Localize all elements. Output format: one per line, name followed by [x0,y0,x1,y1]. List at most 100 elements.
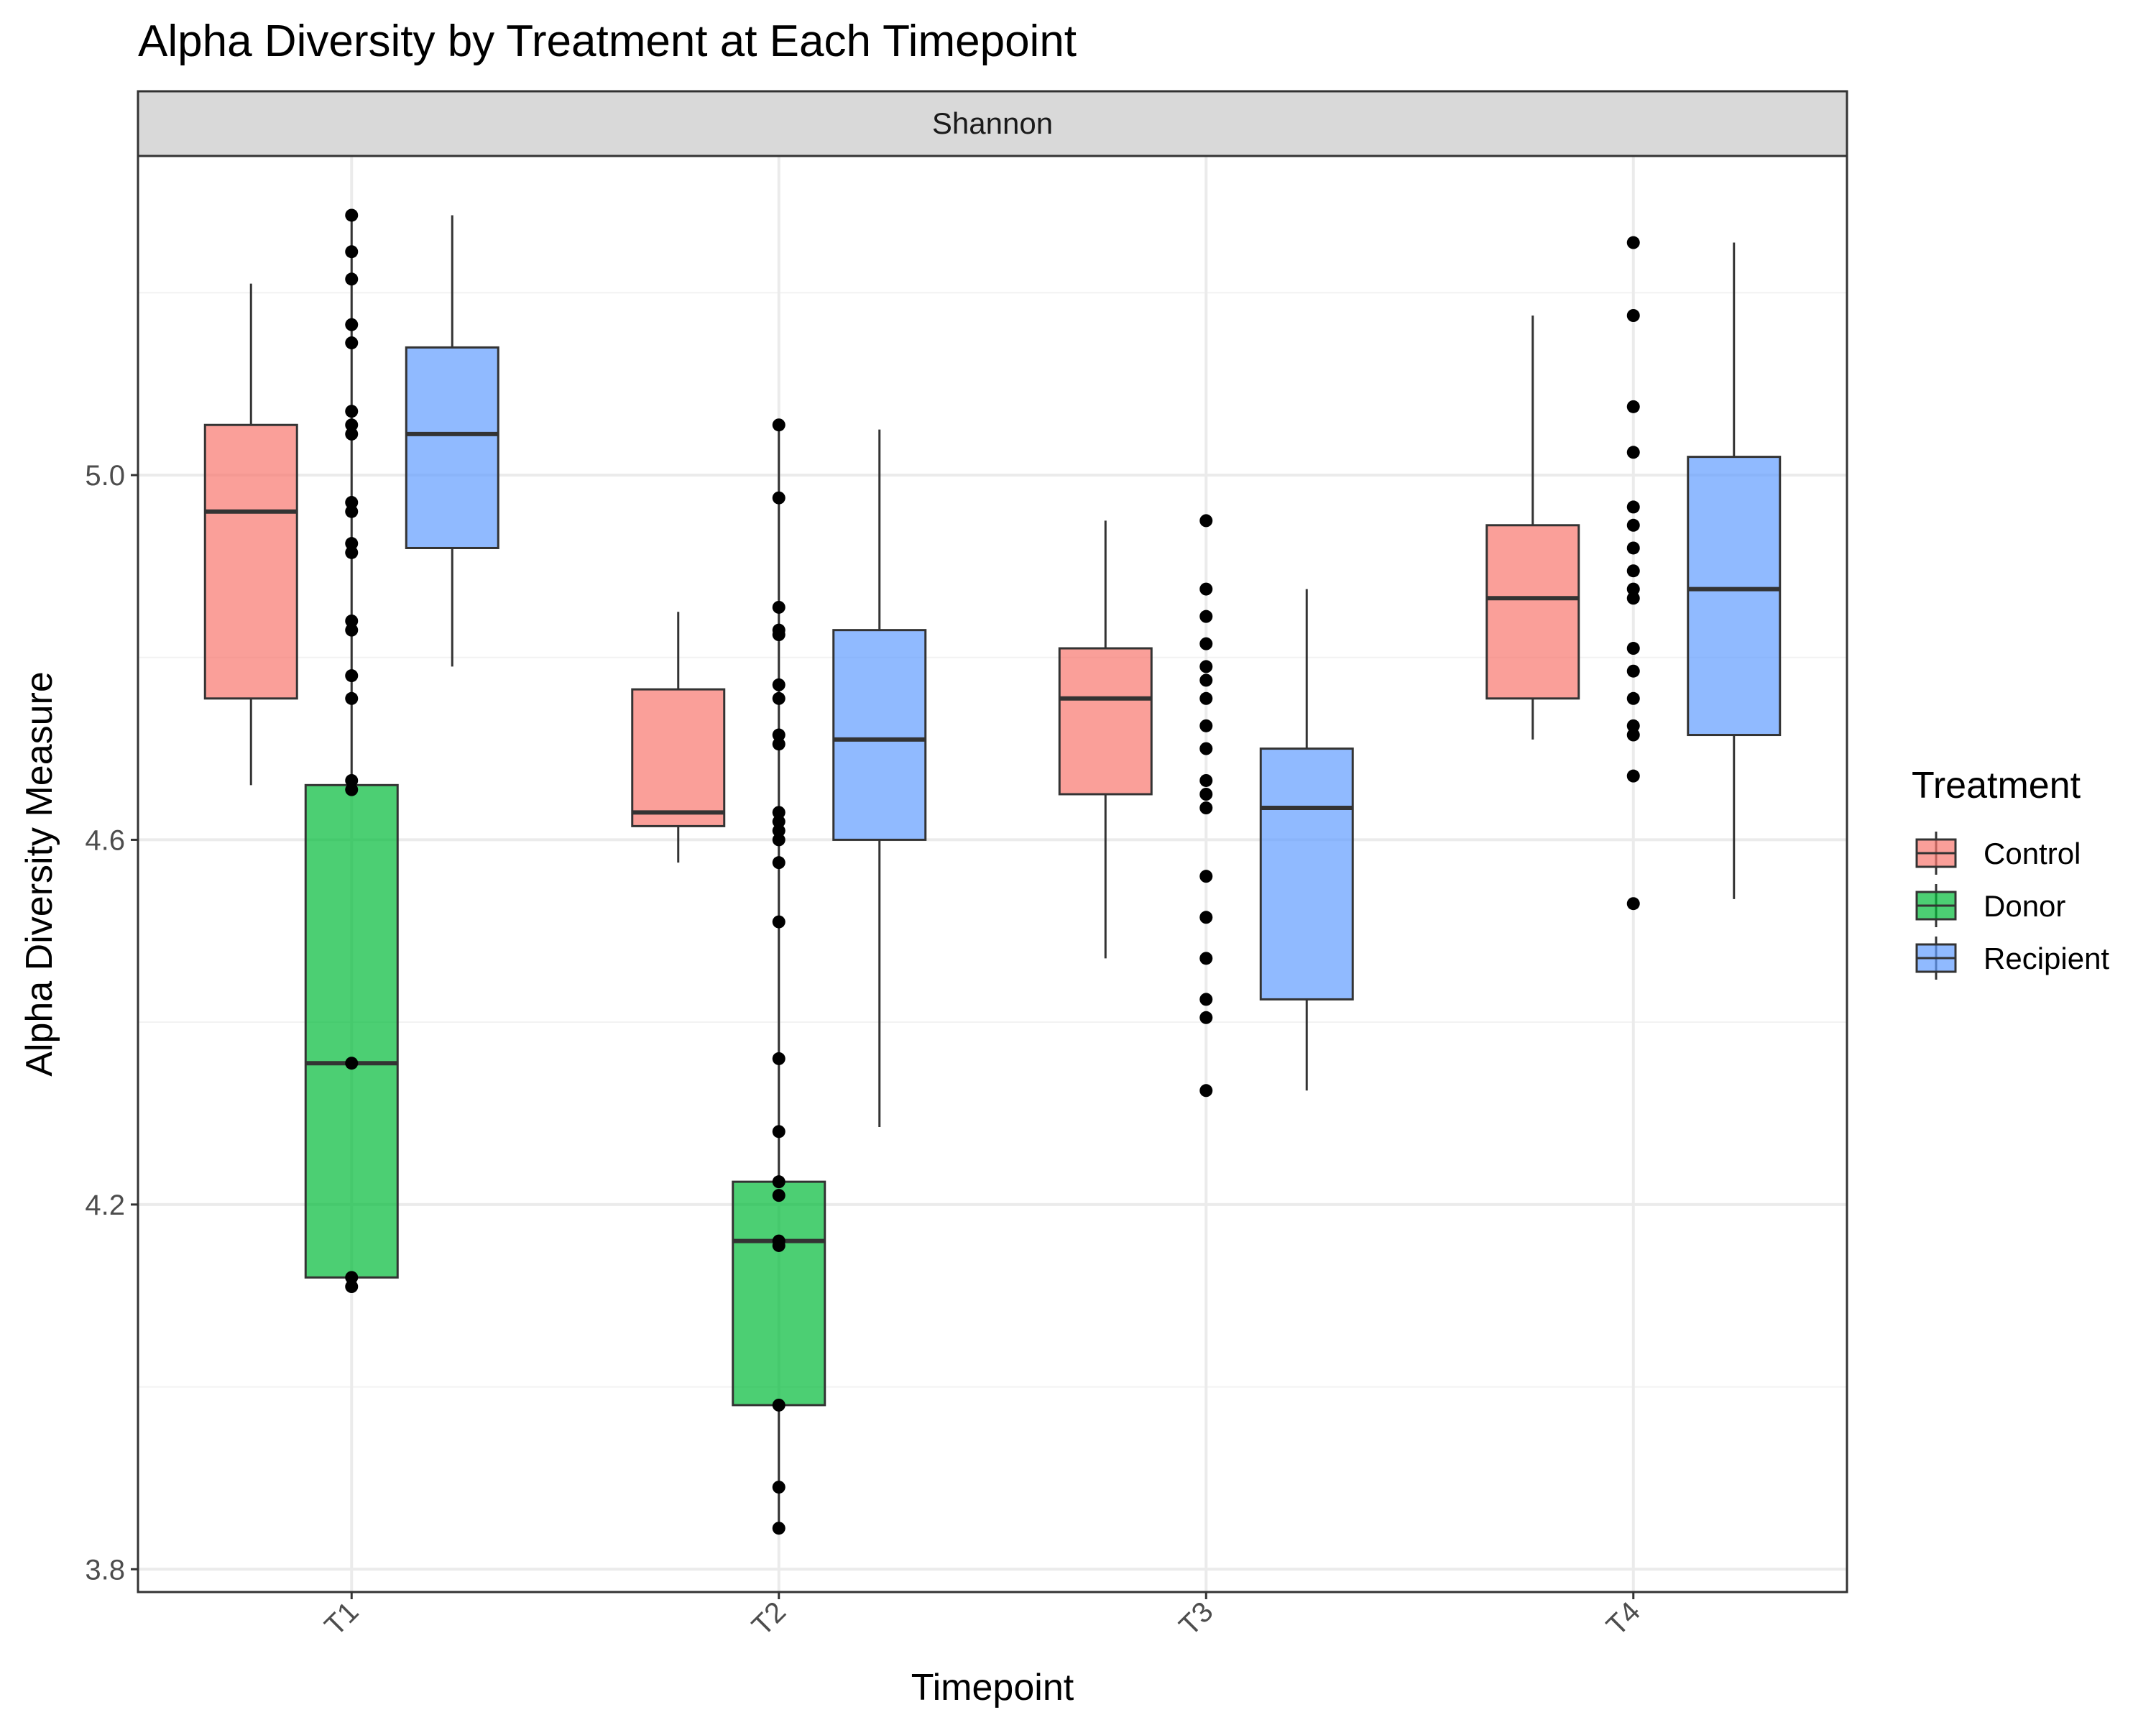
data-point [1626,691,1640,705]
box-iqr [405,346,499,549]
legend-label: Control [1984,837,2081,870]
box-donor-t2 [732,425,826,1529]
data-point [1199,610,1213,623]
y-axis-title: Alpha Diversity Measure [19,671,60,1077]
y-tick-label: 4.2 [85,1190,125,1221]
data-point [772,806,786,819]
data-point [1199,582,1213,596]
x-axis: T1 T2 T3 T4 [318,1592,1646,1642]
data-point [1626,897,1640,911]
box-iqr [1687,456,1782,737]
data-point [345,623,359,637]
facet-strip-label: Shannon [932,106,1053,140]
data-point [1626,769,1640,783]
legend: Treatment Control Donor Recipient [1912,765,2109,980]
box-iqr [1485,524,1580,700]
data-point [1199,788,1213,801]
data-point [772,1125,786,1138]
y-tick-label: 3.8 [85,1554,125,1586]
data-point [1626,642,1640,656]
data-point [772,1398,786,1412]
data-point [772,1481,786,1494]
data-point [345,405,359,418]
data-point [345,1271,359,1284]
box-recipient-t4 [1687,242,1782,899]
data-point [1199,801,1213,815]
point-layer [345,208,1640,1535]
data-point [345,336,359,350]
data-point [772,628,786,641]
data-point [345,614,359,627]
x-tick-label: T1 [318,1596,364,1642]
data-point [1626,236,1640,249]
data-point [1199,673,1213,687]
data-point [772,1052,786,1065]
box-control-t3 [1058,520,1153,959]
data-point [1199,637,1213,650]
data-point [772,737,786,751]
data-point [1199,691,1213,705]
legend-label: Donor [1984,889,2065,923]
data-point [1626,309,1640,322]
data-point [772,856,786,870]
data-point [345,1280,359,1294]
panel-border [137,155,1848,1593]
data-point [1199,870,1213,883]
data-point [772,915,786,929]
box-control-t4 [1485,316,1580,740]
data-point [345,537,359,551]
data-point [1626,582,1640,596]
data-point [345,208,359,222]
data-point [1626,719,1640,732]
box-recipient-t2 [832,429,927,1128]
data-point [772,691,786,705]
data-point [1626,564,1640,578]
data-point [1626,664,1640,678]
data-point [1626,592,1640,605]
data-point [345,669,359,683]
y-tick-label: 4.6 [85,824,125,856]
legend-item-donor: Donor [1915,884,2065,927]
data-point [1199,1084,1213,1098]
y-axis: 3.8 4.2 4.6 5.0 [85,460,138,1586]
data-point [1626,518,1640,532]
data-point [772,833,786,847]
box-donor-t1 [304,215,399,1279]
data-point [1199,514,1213,528]
data-point [1199,660,1213,673]
data-point [345,691,359,705]
data-point [772,728,786,742]
y-tick-label: 5.0 [85,460,125,492]
data-point [772,678,786,691]
data-point [772,815,786,829]
data-point [772,824,786,837]
data-point [345,318,359,331]
facet-strip [137,90,1848,157]
data-point [1199,1011,1213,1024]
data-point [1626,500,1640,514]
box-layer [203,215,1782,1529]
data-point [345,505,359,518]
legend-label: Recipient [1984,942,2109,975]
box-iqr [1259,748,1354,1000]
box-control-t1 [203,283,298,786]
box-iqr [631,688,726,827]
data-point [772,491,786,505]
box-iqr [832,629,927,841]
data-point [1626,541,1640,555]
data-point [772,418,786,432]
data-point [1199,773,1213,787]
data-point [1626,728,1640,742]
box-recipient-t1 [405,215,499,667]
data-point [345,427,359,441]
data-point [345,418,359,432]
data-point [1199,911,1213,924]
data-point [345,783,359,796]
x-axis-title: Timepoint [911,1667,1074,1708]
box-iqr [1058,647,1153,796]
data-point [345,496,359,510]
chart-title: Alpha Diversity by Treatment at Each Tim… [138,17,1077,66]
data-point [1199,952,1213,965]
data-point [1199,993,1213,1006]
data-point [772,600,786,614]
